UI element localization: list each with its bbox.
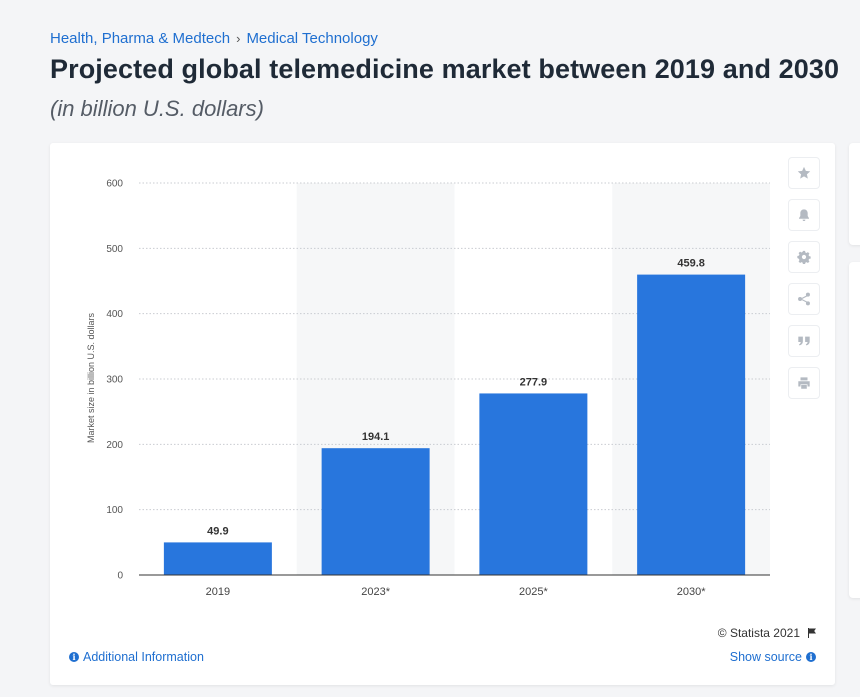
flag-icon[interactable] <box>806 627 818 639</box>
x-tick-label: 2025* <box>519 586 548 598</box>
data-label: 459.8 <box>677 258 705 270</box>
data-label: 194.1 <box>362 431 390 443</box>
data-label: 277.9 <box>520 376 548 388</box>
star-icon <box>797 166 811 179</box>
x-tick-label: 2023* <box>361 586 390 598</box>
show-source-label: Show source <box>729 650 802 664</box>
bell-icon <box>799 209 809 222</box>
share-icon <box>798 292 810 306</box>
settings-button[interactable] <box>788 241 820 273</box>
copyright-text: © Statista 2021 <box>717 626 800 640</box>
chart-toolbar <box>788 157 822 409</box>
breadcrumb-separator: › <box>236 31 241 46</box>
additional-information-link[interactable]: i Additional Information <box>69 650 204 664</box>
y-tick-label: 300 <box>106 375 123 386</box>
y-tick-label: 200 <box>106 440 123 451</box>
quote-icon <box>798 336 810 346</box>
y-tick-label: 100 <box>106 505 123 516</box>
show-source-link[interactable]: Show source i <box>730 650 816 664</box>
side-panel-top <box>849 143 860 245</box>
info-icon: i <box>69 652 79 662</box>
y-axis-label: Market size in billion U.S. dollars <box>86 312 96 443</box>
breadcrumb-item-medical-technology[interactable]: Medical Technology <box>246 30 378 47</box>
page-title: Projected global telemedicine market bet… <box>50 54 840 84</box>
breadcrumb: Health, Pharma & Medtech › Medical Technol… <box>50 30 378 47</box>
additional-information-label: Additional Information <box>83 650 204 664</box>
print-button[interactable] <box>788 367 820 399</box>
info-icon: i <box>806 652 816 662</box>
bar <box>163 542 272 575</box>
gear-icon <box>797 250 811 264</box>
copyright: © Statista 2021 <box>718 626 818 640</box>
print-icon <box>798 377 810 389</box>
cite-button[interactable] <box>788 325 820 357</box>
page-subtitle: (in billion U.S. dollars) <box>50 96 264 121</box>
favorite-button[interactable] <box>788 157 820 189</box>
share-button[interactable] <box>788 283 820 315</box>
x-tick-label: 2030* <box>677 586 706 598</box>
x-tick-label: 2019 <box>206 586 230 598</box>
y-tick-label: 500 <box>106 244 123 255</box>
y-tick-label: 600 <box>106 179 123 190</box>
notification-button[interactable] <box>788 199 820 231</box>
bar <box>321 448 430 575</box>
breadcrumb-item-health[interactable]: Health, Pharma & Medtech <box>50 30 231 47</box>
side-panel-bottom <box>849 262 860 598</box>
bar <box>637 274 746 575</box>
y-tick-label: 400 <box>106 309 123 320</box>
data-label: 49.9 <box>207 525 228 537</box>
bar <box>479 393 588 575</box>
y-tick-label: 0 <box>117 571 123 582</box>
